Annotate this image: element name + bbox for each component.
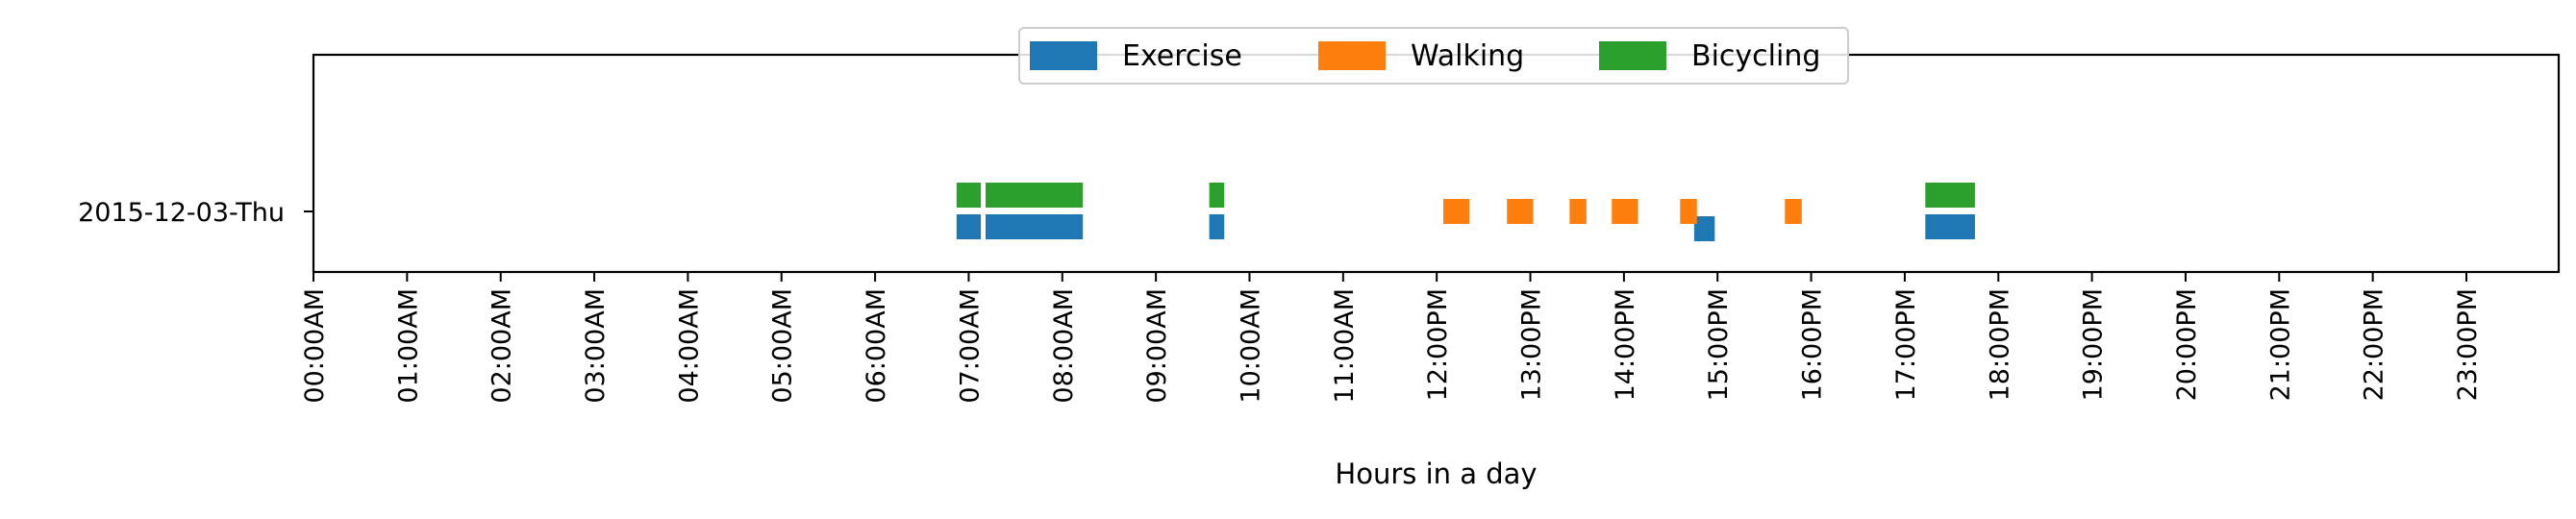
legend-label-bicycling: Bicycling	[1691, 39, 1820, 73]
x-tick-label: 03:00AM	[581, 288, 611, 404]
x-tick-label: 19:00PM	[2079, 288, 2109, 401]
x-tick-label: 21:00PM	[2265, 288, 2295, 401]
legend-swatch-exercise	[1030, 41, 1097, 70]
legend: Exercise Walking Bicycling	[1018, 27, 1849, 85]
x-tick-label: 02:00AM	[488, 288, 517, 404]
chart-axes: 00:00AM 01:00AM 02:00AM 03:00AM 04:00AM 05:00…	[78, 53, 2561, 490]
walking-bar	[1443, 199, 1470, 224]
legend-swatch-walking	[1318, 41, 1386, 70]
x-tick-label: 04:00AM	[674, 288, 704, 404]
x-tick-label: 12:00PM	[1423, 288, 1453, 401]
walking-bar	[1680, 199, 1697, 224]
plot-frame	[312, 53, 2561, 274]
walking-bar	[1507, 199, 1534, 224]
walking-bar	[1569, 199, 1587, 224]
x-tick-label: 09:00AM	[1142, 288, 1172, 404]
walking-bar	[1612, 199, 1638, 224]
legend-label-walking: Walking	[1411, 39, 1524, 73]
bicycling-bar	[986, 183, 1084, 208]
x-tick-label: 13:00PM	[1517, 288, 1547, 401]
x-tick-label: 16:00PM	[1798, 288, 1828, 401]
exercise-bar	[956, 214, 982, 239]
exercise-bar	[986, 214, 1084, 239]
x-tick-label: 10:00AM	[1236, 288, 1265, 404]
bicycling-bar	[1925, 183, 1975, 208]
y-tick-label: 2015-12-03-Thu	[78, 198, 285, 228]
x-tick-label: 07:00AM	[955, 288, 985, 404]
x-tick-label: 23:00PM	[2453, 288, 2483, 401]
x-tick-label: 15:00PM	[1704, 288, 1734, 401]
bicycling-bar	[956, 183, 982, 208]
x-tick-label: 08:00AM	[1049, 288, 1079, 404]
x-tick-label: 01:00AM	[393, 288, 423, 404]
exercise-bar	[1209, 214, 1225, 239]
exercise-bar	[1693, 216, 1715, 241]
x-tick-label: 06:00AM	[862, 288, 891, 404]
x-tick-label: 18:00PM	[1985, 288, 2014, 401]
x-tick-label: 14:00PM	[1611, 288, 1640, 401]
x-tick-label: 22:00PM	[2360, 288, 2389, 401]
x-tick-label: 20:00PM	[2172, 288, 2202, 401]
exercise-bar	[1925, 214, 1975, 239]
legend-label-exercise: Exercise	[1122, 39, 1242, 73]
x-tick-label: 05:00AM	[768, 288, 798, 404]
x-tick-label: 11:00AM	[1330, 288, 1360, 404]
x-tick-label: 17:00PM	[1891, 288, 1921, 401]
x-axis-label: Hours in a day	[1335, 457, 1537, 490]
bicycling-bar	[1209, 183, 1225, 208]
walking-bar	[1785, 199, 1802, 224]
x-tick-label: 00:00AM	[300, 288, 330, 404]
chart-marks	[956, 183, 1975, 241]
legend-swatch-bicycling	[1599, 41, 1666, 70]
